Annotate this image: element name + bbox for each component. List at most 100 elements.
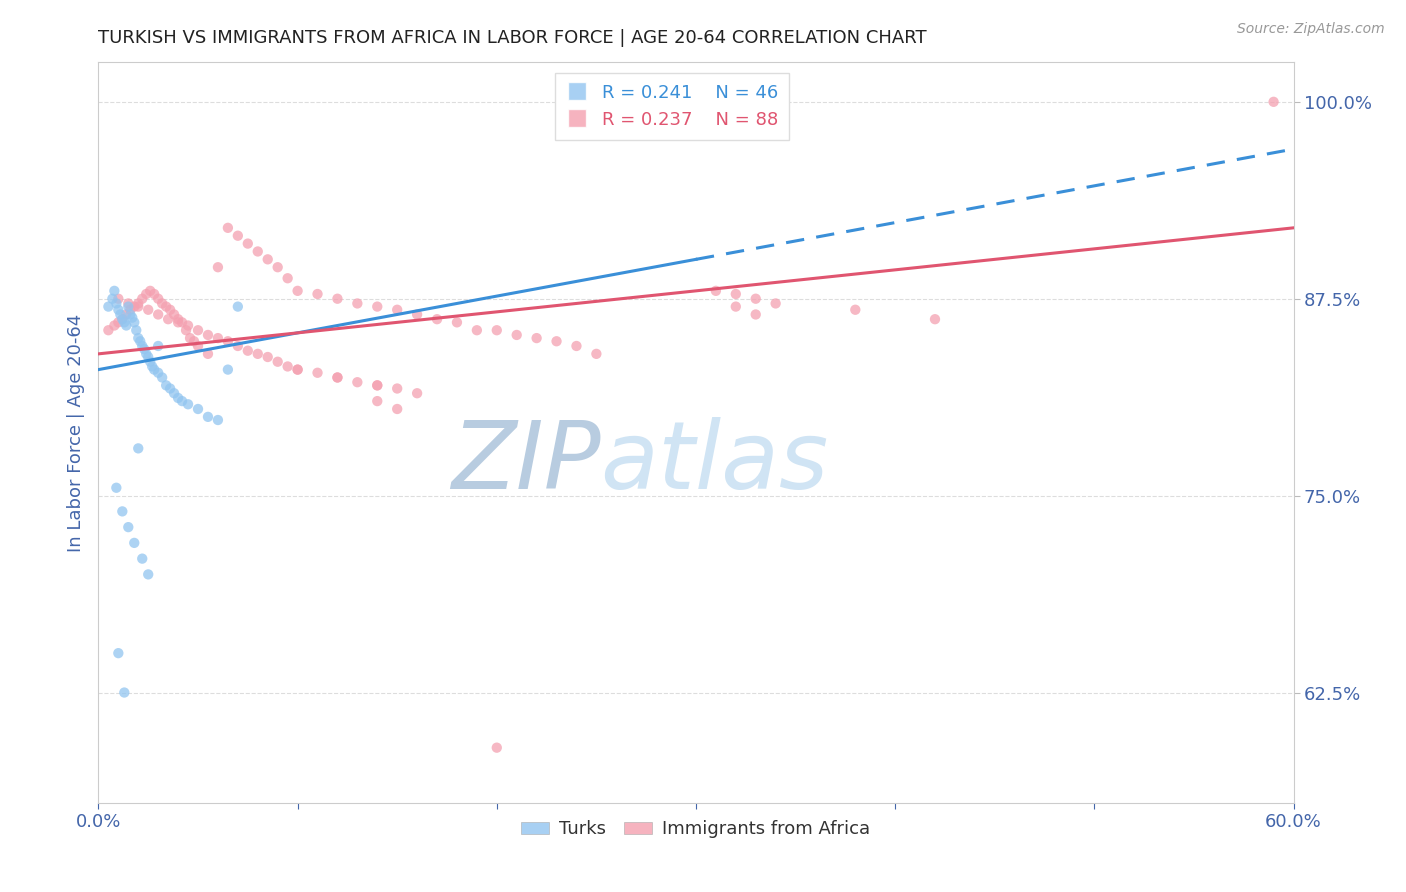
Point: [256, 252, 278, 267]
Point: [326, 370, 349, 384]
Point: [256, 350, 278, 364]
Point: [366, 378, 388, 392]
Point: [105, 481, 128, 495]
Point: [406, 386, 429, 401]
Point: [197, 409, 219, 424]
Point: [406, 308, 429, 322]
Point: [148, 292, 170, 306]
Point: [167, 315, 190, 329]
Point: [745, 292, 768, 306]
Point: [127, 300, 149, 314]
Point: [226, 339, 249, 353]
Point: [426, 312, 449, 326]
Point: [97, 323, 120, 337]
Point: [112, 685, 135, 699]
Point: [134, 342, 156, 356]
Point: [174, 323, 197, 337]
Point: [326, 292, 349, 306]
Point: [446, 315, 468, 329]
Point: [115, 318, 138, 333]
Point: [565, 339, 588, 353]
Point: [136, 567, 159, 582]
Point: [326, 370, 349, 384]
Point: [485, 323, 508, 337]
Text: ZIP: ZIP: [451, 417, 600, 508]
Point: [135, 287, 157, 301]
Point: [111, 504, 134, 518]
Point: [704, 284, 727, 298]
Point: [159, 382, 181, 396]
Point: [724, 287, 747, 301]
Point: [187, 323, 209, 337]
Point: [107, 646, 129, 660]
Point: [105, 296, 128, 310]
Point: [207, 413, 229, 427]
Point: [226, 228, 249, 243]
Point: [131, 292, 153, 306]
Point: [136, 302, 159, 317]
Point: [177, 397, 200, 411]
Point: [724, 300, 747, 314]
Point: [141, 359, 163, 374]
Point: [139, 355, 162, 369]
Y-axis label: In Labor Force | Age 20-64: In Labor Force | Age 20-64: [66, 313, 84, 552]
Point: [236, 236, 259, 251]
Point: [159, 302, 181, 317]
Point: [1263, 95, 1285, 109]
Point: [127, 296, 149, 310]
Point: [103, 284, 125, 298]
Point: [287, 362, 309, 376]
Point: [155, 378, 177, 392]
Point: [236, 343, 259, 358]
Point: [135, 347, 157, 361]
Point: [226, 300, 249, 314]
Point: [107, 302, 129, 317]
Point: [131, 551, 153, 566]
Point: [110, 308, 132, 322]
Point: [143, 287, 166, 301]
Point: [139, 284, 162, 298]
Point: [366, 300, 388, 314]
Point: [277, 271, 299, 285]
Point: [183, 334, 205, 349]
Point: [207, 260, 229, 275]
Point: [155, 300, 177, 314]
Point: [143, 362, 166, 376]
Point: [148, 339, 170, 353]
Point: [129, 334, 152, 349]
Point: [163, 386, 186, 401]
Point: [217, 362, 239, 376]
Point: [167, 312, 190, 326]
Point: [366, 394, 388, 409]
Point: [167, 391, 190, 405]
Point: [217, 334, 239, 349]
Point: [107, 315, 129, 329]
Point: [117, 296, 139, 310]
Point: [506, 328, 529, 343]
Point: [124, 315, 146, 329]
Point: [307, 287, 329, 301]
Point: [150, 370, 173, 384]
Point: [287, 284, 309, 298]
Point: [267, 355, 290, 369]
Point: [111, 312, 134, 326]
Point: [924, 312, 946, 326]
Point: [346, 296, 368, 310]
Point: [526, 331, 548, 345]
Point: [121, 310, 143, 325]
Point: [124, 300, 146, 314]
Point: [267, 260, 290, 275]
Point: [97, 300, 120, 314]
Point: [120, 302, 142, 317]
Point: [546, 334, 568, 349]
Point: [246, 244, 269, 259]
Point: [148, 308, 170, 322]
Point: [127, 331, 149, 345]
Point: [111, 312, 134, 326]
Point: [124, 536, 146, 550]
Point: [187, 402, 209, 417]
Point: [187, 339, 209, 353]
Point: [117, 300, 139, 314]
Text: TURKISH VS IMMIGRANTS FROM AFRICA IN LABOR FORCE | AGE 20-64 CORRELATION CHART: TURKISH VS IMMIGRANTS FROM AFRICA IN LAB…: [98, 29, 927, 47]
Point: [844, 302, 866, 317]
